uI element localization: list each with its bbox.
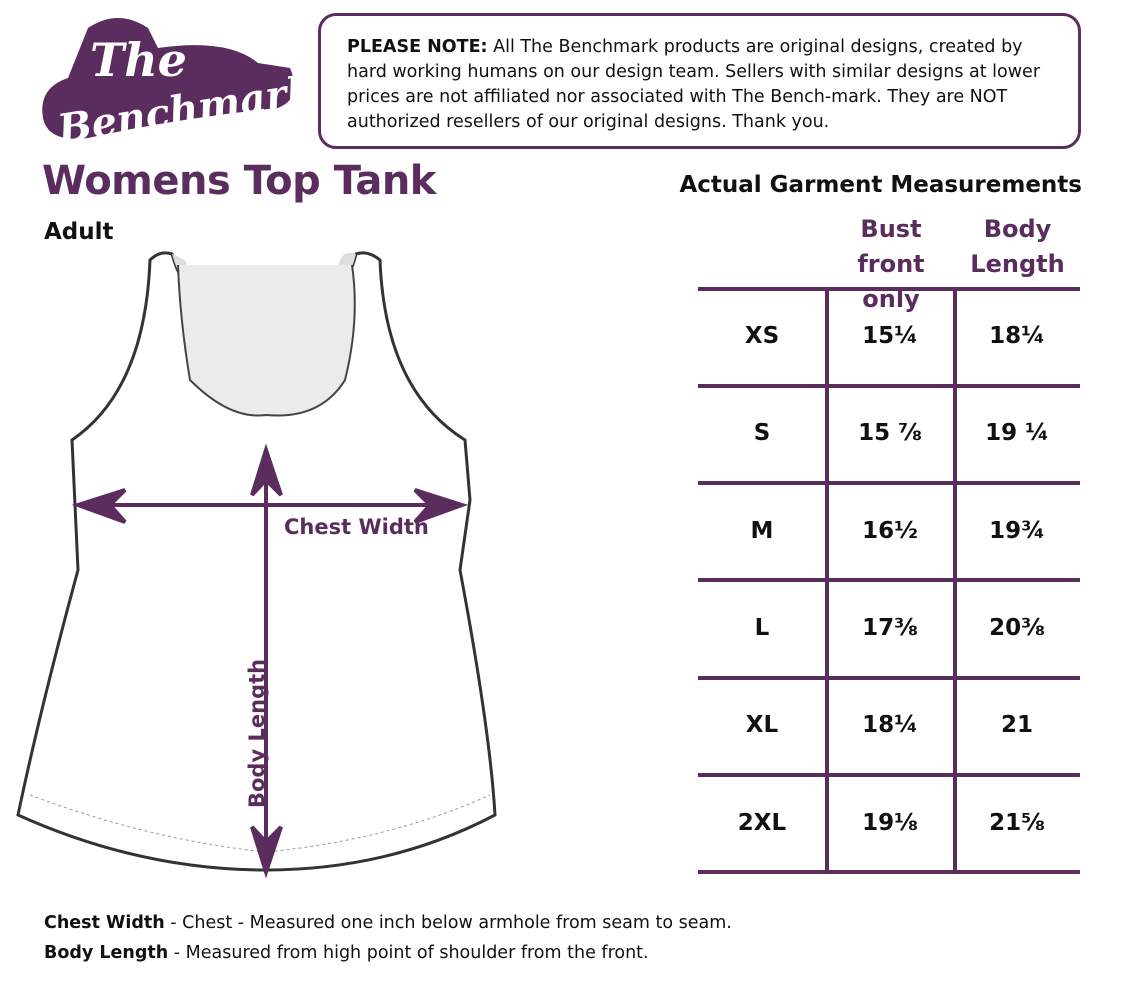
footnote-text: - Chest - Measured one inch below armhol…: [164, 913, 732, 933]
cell-size: M: [750, 517, 774, 544]
please-note-box: PLEASE NOTE: All The Benchmark products …: [318, 13, 1081, 149]
footnote-text: - Measured from high point of shoulder f…: [168, 943, 649, 963]
cell-size: S: [753, 420, 771, 447]
hem-stitch: [29, 794, 491, 853]
benchmark-logo: The Benchmark: [42, 18, 317, 148]
table-row: L 17⅜ 20⅜: [698, 580, 1080, 677]
cell-bust: 15¼: [862, 323, 918, 349]
tank-racerback: [177, 264, 356, 417]
measurement-arrows: [71, 443, 469, 879]
cell-size: 2XL: [737, 809, 787, 836]
row-divider: [698, 383, 1080, 388]
row-divider: [698, 286, 1080, 291]
column-header-bust: Bust front only: [827, 212, 955, 317]
cell-bust: 18¼: [862, 712, 918, 739]
header-line: Body: [983, 215, 1052, 243]
note-heading: PLEASE NOTE:: [347, 37, 488, 57]
cell-bust: 19⅛: [862, 809, 918, 836]
footnote-term: Chest Width: [44, 913, 165, 933]
header-line: Length: [970, 250, 1065, 278]
table-row: M 16½ 19¾: [698, 483, 1080, 580]
svg-text:The: The: [90, 33, 187, 87]
row-divider: [698, 773, 1080, 777]
cell-size: XS: [744, 323, 780, 349]
cell-size: XL: [745, 712, 779, 739]
column-header-length: Body Length: [955, 212, 1080, 282]
body-length-label: Body Length: [245, 658, 269, 808]
footnote-length: Body Length - Measured from high point o…: [44, 943, 649, 963]
header-line: Bust: [860, 215, 922, 243]
cell-length: 19 ¼: [985, 420, 1049, 447]
table-title: Actual Garment Measurements: [679, 172, 1082, 198]
footnote-chest: Chest Width - Chest - Measured one inch …: [44, 913, 732, 933]
row-divider: [698, 870, 1080, 875]
note-text: All The Benchmark products are original …: [347, 37, 1041, 132]
row-divider: [698, 578, 1080, 583]
cell-bust: 15 ⅞: [858, 420, 922, 447]
cell-bust: 17⅜: [862, 614, 918, 641]
cell-length: 21: [1000, 712, 1033, 739]
table-row: 2XL 19⅛ 21⅝: [698, 775, 1080, 872]
footnote-term: Body Length: [44, 943, 169, 963]
cell-size: L: [754, 614, 770, 641]
cell-length: 21⅝: [989, 809, 1045, 836]
chest-width-label: Chest Width: [284, 515, 429, 539]
table-row: S 15 ⅞ 19 ¼: [698, 385, 1080, 482]
row-divider: [698, 481, 1080, 486]
page-title: Womens Top Tank: [42, 158, 436, 204]
subtitle-adult: Adult: [44, 219, 114, 245]
table-row: XL 18¼ 21: [698, 677, 1080, 774]
cell-length: 20⅜: [989, 614, 1045, 641]
tank-diagram: [16, 251, 497, 879]
cell-length: 19¾: [989, 517, 1045, 544]
measurements-table: XS 15¼ 18¼ S 15 ⅞ 19 ¼ M 16½ 19¾ L 17⅜ 20⅜ XL 18¼ 21 2X…: [698, 286, 1080, 875]
cell-bust: 16½: [862, 517, 918, 544]
table-row: XS 15¼ 18¼: [698, 288, 1080, 385]
cell-length: 18¼: [989, 323, 1045, 349]
row-divider: [698, 675, 1080, 680]
